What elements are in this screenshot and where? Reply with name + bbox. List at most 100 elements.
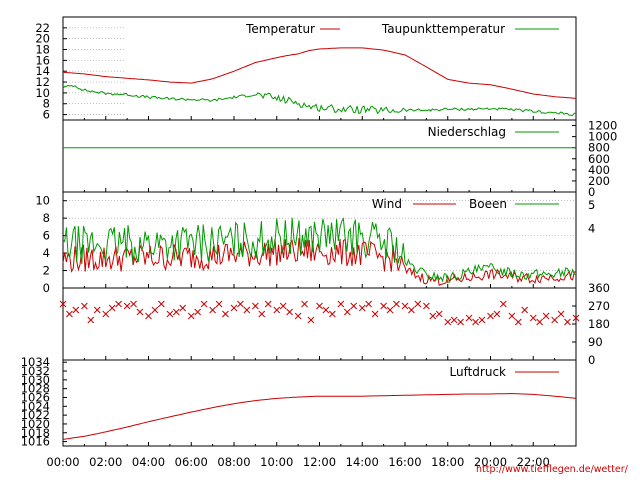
direction-point [557, 310, 565, 318]
wind-series-line [62, 217, 577, 284]
source-url-link[interactable]: http://www.tiefflegen.de/wetter/ [476, 464, 628, 475]
direction-point [102, 310, 110, 318]
direction-point-stroke [59, 300, 67, 308]
direction-point [429, 312, 437, 320]
direction-point-stroke [81, 302, 88, 310]
xtick-label: 10:00 [260, 455, 293, 469]
direction-point-stroke [380, 302, 387, 310]
direction-point-stroke [401, 302, 409, 310]
temperature-ytick-label: 6 [43, 108, 50, 122]
direction-point [215, 300, 223, 308]
direction-point [572, 314, 580, 322]
direction-point-stroke [209, 306, 216, 314]
direction-point [209, 306, 216, 314]
wind-direction-ytick-label: 0 [588, 353, 595, 367]
pressure-ytick-label: 1022 [21, 408, 50, 422]
direction-point-stroke [194, 308, 202, 316]
direction-point-stroke [145, 312, 152, 320]
legend-label: Luftdruck [449, 365, 506, 379]
wind-direction-ytick-label: 180 [588, 317, 610, 331]
direction-point [187, 312, 195, 320]
direction-point [179, 304, 187, 312]
pressure-series-line [62, 392, 577, 440]
wind-direction-ytick-label: 360 [588, 281, 610, 295]
pressure-ytick-label: 1024 [21, 399, 50, 413]
direction-point [551, 316, 558, 324]
direction-point [166, 310, 174, 318]
direction-point [457, 318, 464, 326]
direction-point-stroke [435, 310, 443, 318]
direction-point-stroke [222, 310, 229, 318]
direction-point-stroke [487, 312, 494, 320]
direction-point [316, 302, 323, 310]
direction-point [365, 300, 373, 308]
direction-point-stroke [429, 312, 437, 320]
direction-point-stroke [66, 310, 73, 318]
direction-point-stroke [444, 318, 452, 326]
wind-ytick-label: 8 [43, 211, 50, 225]
direction-point-stroke [264, 300, 272, 308]
direction-point-stroke [172, 308, 180, 316]
pressure-ytick-label: 1018 [21, 426, 50, 440]
direction-point-stroke [358, 304, 366, 312]
temperature-ytick-label: 12 [35, 75, 50, 89]
direction-point-stroke [258, 310, 266, 318]
direction-point [408, 306, 415, 314]
direction-point-stroke [286, 308, 293, 316]
direction-point-stroke [237, 300, 244, 308]
direction-point [472, 318, 479, 326]
direction-point [499, 300, 507, 308]
direction-point-stroke [179, 304, 187, 312]
direction-point [286, 308, 293, 316]
wind-direction-ytick-label: 90 [588, 335, 603, 349]
direction-point [87, 316, 95, 324]
direction-point [371, 310, 379, 318]
legend-label: Boeen [469, 197, 507, 211]
direction-point [444, 318, 452, 326]
direction-point [93, 306, 101, 314]
precipitation-ytick-label: 800 [588, 141, 610, 155]
precipitation-ytick-label: 600 [588, 152, 610, 166]
direction-point [393, 300, 400, 308]
direction-point-stroke [187, 312, 195, 320]
direction-point [81, 302, 88, 310]
direction-point-stroke [465, 314, 473, 322]
direction-point-stroke [572, 314, 580, 322]
temperature-ytick-label: 16 [35, 53, 50, 67]
wind-ytick-label: 2 [43, 264, 50, 278]
direction-point [145, 312, 152, 320]
pressure-ytick-label: 1016 [21, 435, 50, 449]
direction-point-stroke [136, 308, 144, 316]
xtick-label: 20:00 [474, 455, 507, 469]
xtick-label: 02:00 [89, 455, 122, 469]
temperature-ytick-label: 22 [35, 21, 50, 35]
direction-point-stroke [457, 318, 464, 326]
direction-point [115, 300, 122, 308]
direction-point [123, 302, 131, 310]
direction-point-stroke [557, 310, 565, 318]
direction-point [478, 316, 486, 324]
direction-point [243, 306, 251, 314]
direction-point [322, 306, 330, 314]
direction-point [350, 302, 358, 310]
direction-point-stroke [252, 302, 259, 310]
pressure-ytick-label: 1026 [21, 390, 50, 404]
xtick-label: 18:00 [431, 455, 464, 469]
direction-point [222, 310, 229, 318]
direction-point-stroke [151, 306, 159, 314]
temperature-ytick-label: 8 [43, 97, 50, 111]
xtick-label: 12:00 [303, 455, 336, 469]
pressure-ytick-label: 1020 [21, 417, 50, 431]
direction-point-stroke [551, 316, 558, 324]
direction-point-stroke [350, 302, 358, 310]
direction-point [130, 300, 137, 308]
direction-point-stroke [307, 316, 315, 324]
direction-point [414, 300, 422, 308]
direction-point [230, 304, 238, 312]
precipitation-ytick-label: 400 [588, 163, 610, 177]
pressure-ytick-label: 1028 [21, 382, 50, 396]
temperature-ytick-label: 10 [35, 86, 50, 100]
direction-point [493, 310, 501, 318]
